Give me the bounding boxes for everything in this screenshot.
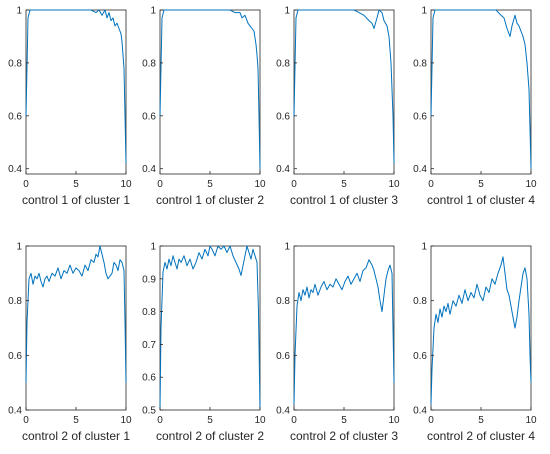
y-tick-label: 1 xyxy=(421,6,427,17)
y-tick-label: 0.8 xyxy=(142,58,156,69)
x-tick-label: 0 xyxy=(23,179,29,190)
y-tick-label: 0.6 xyxy=(276,111,290,122)
subplot-7: 0 5 10 0.4 0.6 0.8 1 control 2 of cluster 3 xyxy=(276,242,400,444)
x-tick-label: 0 xyxy=(23,415,29,426)
x-tick-label: 10 xyxy=(388,179,400,190)
x-tick-label: 0 xyxy=(428,415,434,426)
y-tick-label: 0.4 xyxy=(276,406,290,417)
y-tick-label: 0.6 xyxy=(8,351,22,362)
y-tick-label: 0.8 xyxy=(413,58,427,69)
x-tick-label: 0 xyxy=(428,179,434,190)
subplot-5: 0 5 10 0.4 0.6 0.8 1 control 2 of cluster 1 xyxy=(8,242,132,444)
x-tick-label: 5 xyxy=(207,415,213,426)
subplot-4: 0 5 10 0.4 0.6 0.8 1 control 1 of cluster 4 xyxy=(413,6,537,208)
y-tick-label: 1 xyxy=(150,242,156,253)
y-tick-label: 0.4 xyxy=(276,164,290,175)
x-axis-label: control 2 of cluster 1 xyxy=(22,429,130,443)
x-tick-label: 5 xyxy=(478,415,484,426)
y-tick-label: 0.8 xyxy=(276,296,290,307)
x-tick-label: 0 xyxy=(157,415,163,426)
x-axis-label: control 2 of cluster 2 xyxy=(156,429,264,443)
x-tick-label: 10 xyxy=(120,415,132,426)
y-tick-label: 1 xyxy=(16,6,22,17)
x-tick-label: 10 xyxy=(120,179,132,190)
x-tick-label: 10 xyxy=(525,179,537,190)
y-tick-label: 0.6 xyxy=(142,111,156,122)
plot-area xyxy=(25,245,127,411)
plot-area xyxy=(25,9,127,175)
y-tick-label: 1 xyxy=(421,242,427,253)
y-tick-label: 0.8 xyxy=(142,307,156,318)
y-tick-label: 0.6 xyxy=(413,111,427,122)
x-tick-label: 5 xyxy=(73,415,79,426)
x-tick-label: 0 xyxy=(291,179,297,190)
x-tick-label: 5 xyxy=(207,179,213,190)
y-tick-label: 0.6 xyxy=(142,373,156,384)
x-tick-label: 5 xyxy=(341,415,347,426)
y-tick-label: 1 xyxy=(284,6,290,17)
y-tick-label: 1 xyxy=(150,6,156,17)
series-line xyxy=(159,245,261,411)
x-tick-label: 10 xyxy=(254,179,266,190)
x-tick-label: 10 xyxy=(388,415,400,426)
y-tick-label: 0.6 xyxy=(413,351,427,362)
y-tick-label: 0.7 xyxy=(142,340,156,351)
x-axis-label: control 2 of cluster 4 xyxy=(427,429,535,443)
y-tick-label: 0.4 xyxy=(413,164,427,175)
series-line xyxy=(25,245,127,383)
y-tick-label: 0.4 xyxy=(8,164,22,175)
y-tick-label: 1 xyxy=(284,242,290,253)
series-line xyxy=(430,256,532,405)
x-axis-label: control 1 of cluster 1 xyxy=(22,193,130,207)
x-tick-label: 10 xyxy=(254,415,266,426)
x-axis-label: control 1 of cluster 2 xyxy=(156,193,264,207)
plot-area xyxy=(159,245,261,411)
x-tick-label: 5 xyxy=(341,179,347,190)
y-tick-label: 0.5 xyxy=(142,406,156,417)
subplot-6: 0 5 10 0.5 0.6 0.7 0.8 0.9 1 control 2 of cluster… xyxy=(142,242,266,444)
x-tick-label: 5 xyxy=(73,179,79,190)
plot-area xyxy=(293,245,395,411)
y-tick-label: 0.4 xyxy=(413,406,427,417)
plot-area xyxy=(430,9,532,175)
x-axis-label: control 1 of cluster 3 xyxy=(290,193,398,207)
x-tick-label: 0 xyxy=(291,415,297,426)
series-line xyxy=(430,9,532,169)
y-tick-label: 0.8 xyxy=(276,58,290,69)
plot-area xyxy=(293,9,395,175)
series-line xyxy=(25,9,127,164)
y-tick-label: 0.4 xyxy=(8,406,22,417)
series-line xyxy=(159,9,261,169)
y-tick-label: 0.8 xyxy=(8,58,22,69)
x-tick-label: 10 xyxy=(525,415,537,426)
subplot-1: 0 5 10 0.4 0.6 0.8 1 control 1 of cluster 1 xyxy=(8,6,132,208)
y-tick-label: 0.6 xyxy=(8,111,22,122)
y-tick-label: 1 xyxy=(16,242,22,253)
y-tick-label: 0.8 xyxy=(8,296,22,307)
subplot-3: 0 5 10 0.4 0.6 0.8 1 control 1 of cluster 3 xyxy=(276,6,400,208)
subplot-8: 0 5 10 0.4 0.6 0.8 1 control 2 of cluster 4 xyxy=(413,242,537,444)
x-tick-label: 5 xyxy=(478,179,484,190)
x-axis-label: control 2 of cluster 3 xyxy=(290,429,398,443)
plot-area xyxy=(430,245,532,411)
y-tick-label: 0.4 xyxy=(142,164,156,175)
x-axis-label: control 1 of cluster 4 xyxy=(427,193,535,207)
series-line xyxy=(293,9,395,164)
series-line xyxy=(293,259,395,405)
y-tick-label: 0.9 xyxy=(142,274,156,285)
y-tick-label: 0.8 xyxy=(413,296,427,307)
x-tick-label: 0 xyxy=(157,179,163,190)
plot-area xyxy=(159,9,261,175)
y-tick-label: 0.6 xyxy=(276,351,290,362)
subplot-2: 0 5 10 0.4 0.6 0.8 1 control 1 of cluster 2 xyxy=(142,6,266,208)
